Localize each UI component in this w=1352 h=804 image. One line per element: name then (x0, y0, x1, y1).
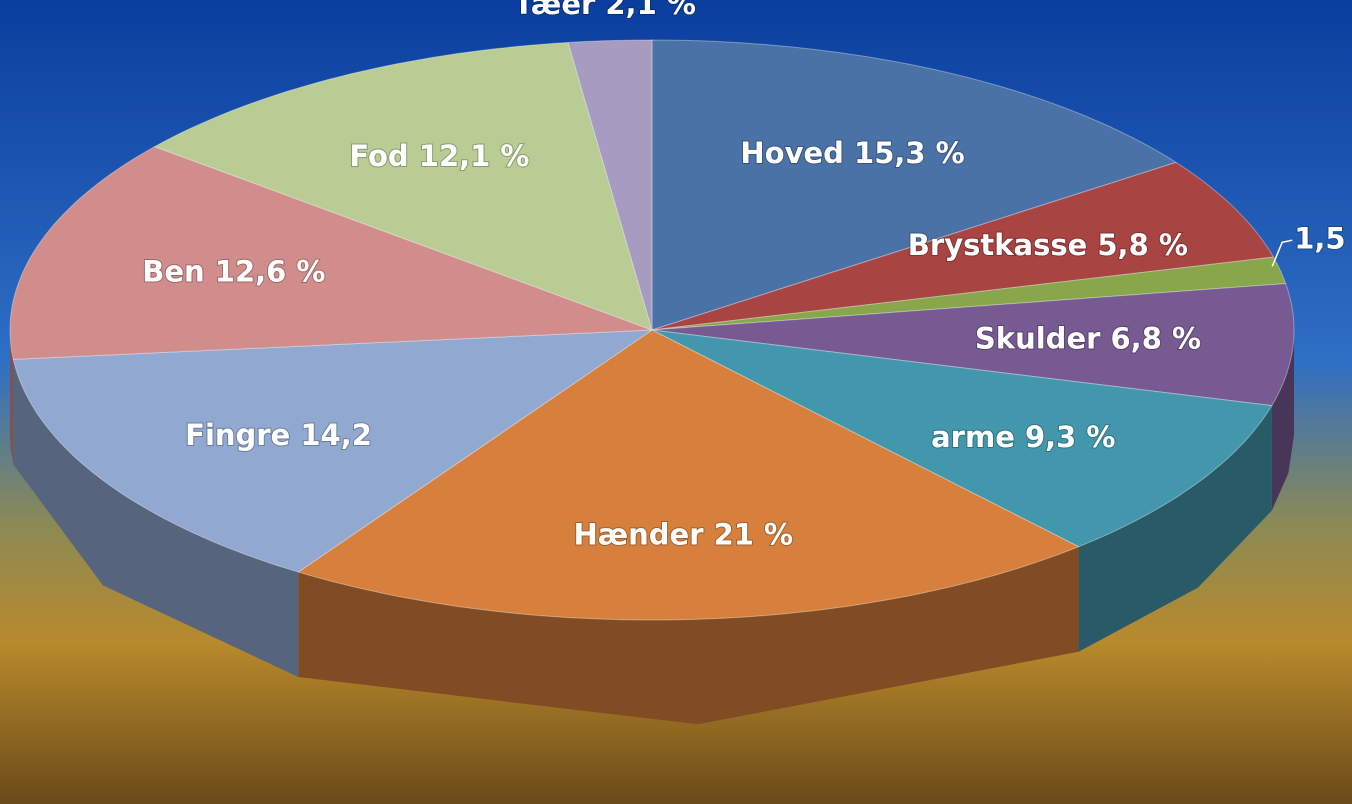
pie-side (1078, 405, 1272, 652)
pie-side (13, 359, 299, 677)
pie-sides (10, 330, 1294, 725)
data-label: Fingre 14,2 (185, 418, 372, 452)
pie-slice (12, 329, 654, 573)
data-label: Tæer 2,1 % (514, 0, 696, 21)
pie-tops (9, 39, 1295, 621)
data-label: Hoved 15,3 % (740, 136, 964, 170)
pie-slice (153, 41, 653, 331)
pie-slice (651, 283, 1295, 407)
data-label: Skulder 6,8 % (975, 322, 1201, 356)
data-label: 1,5 (1294, 221, 1345, 255)
pie-slice (651, 256, 1287, 331)
leader-line (1271, 239, 1293, 267)
data-label: arme 9,3 % (931, 420, 1115, 454)
data-label: Fod 12,1 % (349, 139, 529, 173)
pie-side (10, 330, 14, 465)
data-label: Ben 12,6 % (142, 254, 325, 288)
pie-slice (651, 39, 1178, 331)
data-label: Hænder 21 % (573, 518, 793, 552)
pie-side (298, 546, 1079, 725)
data-label: Brystkasse 5,8 % (908, 228, 1188, 262)
pie-slice (651, 161, 1275, 331)
pie-labels: Hoved 15,3 % Brystkasse 5,8 % 1,5 Skulder 6… (141, 0, 1346, 553)
pie-slice (297, 329, 1080, 621)
pie-slice (651, 329, 1273, 548)
pie-slice (567, 39, 653, 331)
pie-slice (9, 146, 653, 360)
pie-side (1271, 330, 1294, 511)
